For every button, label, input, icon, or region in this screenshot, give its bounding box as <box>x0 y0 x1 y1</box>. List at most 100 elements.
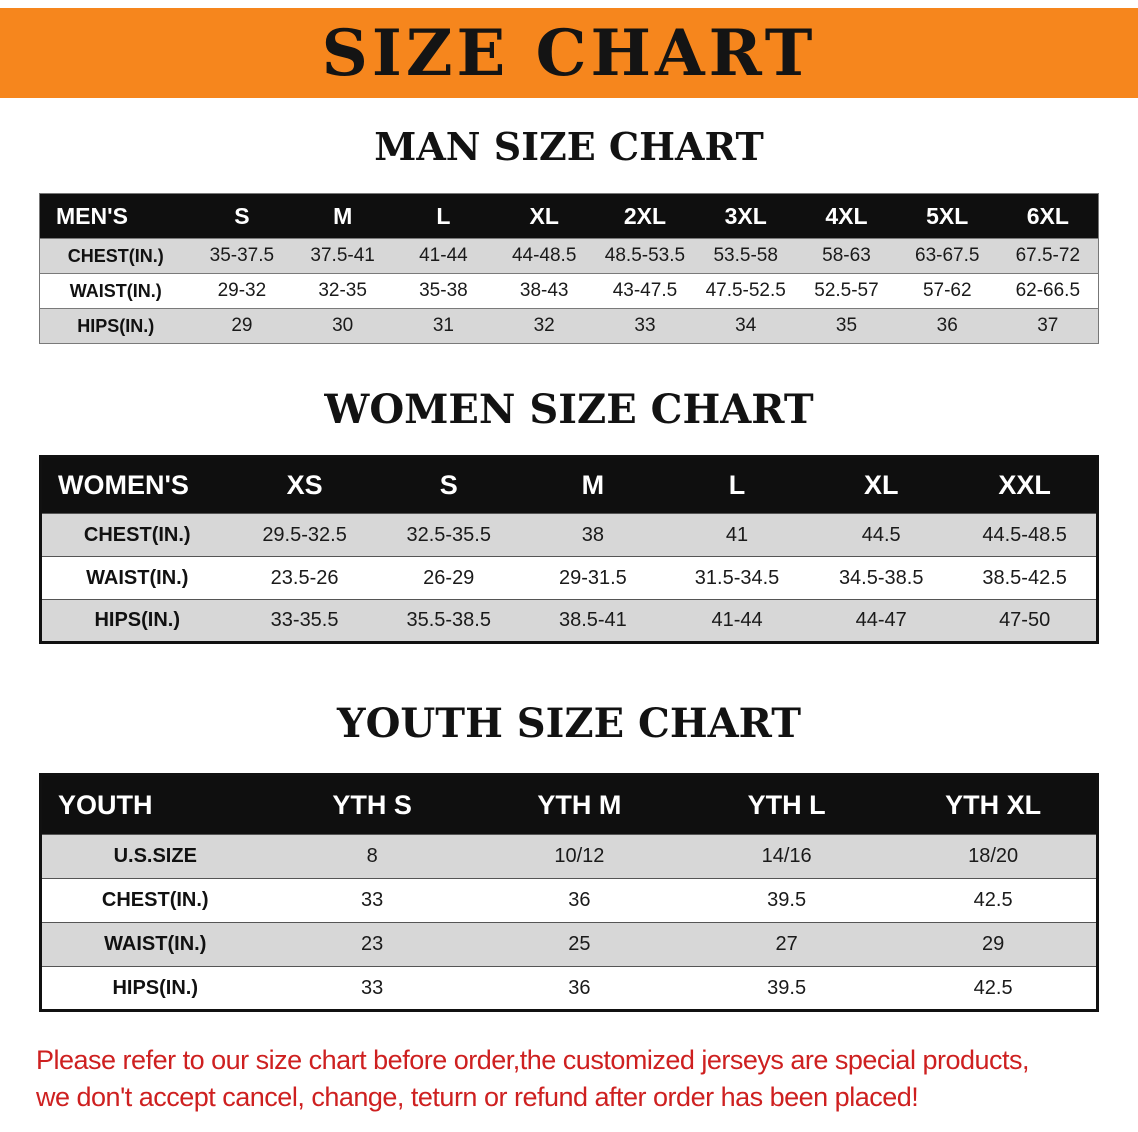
size-column-header: XL <box>493 193 595 239</box>
value-cell: 58-63 <box>822 245 871 266</box>
table-title-cell: YOUTH <box>40 774 269 835</box>
value-cell: 38-43 <box>519 280 569 301</box>
value-cell: 35-37.5 <box>209 245 275 266</box>
size-column-header: M <box>292 193 394 239</box>
value-cell: 36 <box>568 889 591 911</box>
value-cell: 41 <box>725 523 749 546</box>
table-row: CHEST(IN.) 33 36 39.5 42.5 <box>40 878 1098 923</box>
row-label-cell: CHEST(IN.) <box>83 523 191 546</box>
youth-size-table: YOUTH YTH S YTH M YTH L YTH XL U.S.SIZE 8 10/12… <box>39 773 1099 1012</box>
value-cell: 26-29 <box>423 566 475 589</box>
size-column-header: 6XL <box>997 193 1099 239</box>
size-column-header: 5XL <box>896 193 998 239</box>
value-cell: 33 <box>634 315 656 336</box>
size-column-header: YTH XL <box>890 774 1098 835</box>
disclaimer-line-2: we don't accept cancel, change, teturn o… <box>36 1082 919 1113</box>
women-size-table: WOMEN'S XS S M L XL XXL CHEST(IN.) 29.5-32.5 32.5… <box>39 455 1099 644</box>
value-cell: 48.5-53.5 <box>604 245 686 266</box>
value-cell: 23 <box>361 933 384 955</box>
value-cell: 39.5 <box>767 889 807 911</box>
table-row: CHEST(IN.) 35-37.5 37.5-41 41-44 44-48.5 48.5… <box>39 238 1099 274</box>
size-column-header: L <box>393 193 494 239</box>
value-cell: 37.5-41 <box>310 245 375 266</box>
row-label-cell: HIPS(IN.) <box>94 609 181 631</box>
value-cell: 39.5 <box>767 976 807 999</box>
row-label-cell: CHEST(IN.) <box>101 889 209 911</box>
size-column-header: XL <box>809 456 954 514</box>
disclaimer: Please refer to our size chart before or… <box>36 1042 1138 1117</box>
value-cell: 41-44 <box>711 609 763 631</box>
value-cell: 47.5-52.5 <box>705 280 786 301</box>
table-row: WAIST(IN.) 23.5-26 26-29 29-31.5 31.5-34.5 34… <box>40 556 1098 600</box>
row-label-cell: WAIST(IN.) <box>86 566 189 589</box>
value-cell: 44-48.5 <box>511 245 577 266</box>
value-cell: 44.5-48.5 <box>982 523 1067 546</box>
value-cell: 35.5-38.5 <box>406 609 491 631</box>
banner: SIZE CHART <box>0 8 1138 98</box>
value-cell: 38.5-41 <box>558 609 627 631</box>
size-column-header: XS <box>232 456 377 514</box>
row-label-cell: CHEST(IN.) <box>67 245 164 266</box>
value-cell: 30 <box>332 315 354 336</box>
value-cell: 63-67.5 <box>915 245 980 266</box>
value-cell: 29-32 <box>217 280 267 301</box>
value-cell: 37 <box>1037 315 1059 336</box>
table-row: U.S.SIZE 8 10/12 14/16 18/20 <box>40 834 1098 879</box>
table-title-cell: WOMEN'S <box>40 456 233 514</box>
size-column-header: 2XL <box>594 193 696 239</box>
size-column-header: YTH S <box>268 774 476 835</box>
disclaimer-line-1: Please refer to our size chart before or… <box>36 1045 1030 1075</box>
section-youth: YOUTH SIZE CHART YOUTH YTH S YTH M YTH L YTH… <box>0 700 1138 1012</box>
value-cell: 38.5-42.5 <box>982 566 1067 589</box>
value-cell: 27 <box>775 933 798 955</box>
value-cell: 47-50 <box>999 609 1051 631</box>
value-cell: 35-38 <box>419 280 468 301</box>
value-cell: 29-31.5 <box>558 566 627 589</box>
value-cell: 33 <box>361 976 384 999</box>
table-row: CHEST(IN.) 29.5-32.5 32.5-35.5 38 41 44.5 44.5… <box>40 513 1098 557</box>
section-men: MAN SIZE CHART MEN'S S M L XL 2XL 3XL 4XL 5XL 6XL… <box>0 124 1138 344</box>
size-column-header: 3XL <box>695 193 797 239</box>
table-row: WAIST(IN.) 29-32 32-35 35-38 38-43 43-47.5 47.… <box>39 273 1099 309</box>
table-title-cell: MEN'S <box>39 193 192 239</box>
table-row: HIPS(IN.) 29 30 31 32 33 34 35 36 37 <box>39 308 1099 344</box>
size-column-header: M <box>520 456 665 514</box>
value-cell: 36 <box>568 976 591 999</box>
table-row: HIPS(IN.) 33 36 39.5 42.5 <box>40 966 1098 1011</box>
value-cell: 32 <box>533 315 555 336</box>
value-cell: 29 <box>982 933 1005 955</box>
table-row: HIPS(IN.) 33-35.5 35.5-38.5 38.5-41 41-44 44-… <box>40 599 1098 643</box>
value-cell: 31.5-34.5 <box>694 566 780 589</box>
size-column-header: S <box>191 193 293 239</box>
table-header-row: YOUTH YTH S YTH M YTH L YTH XL <box>40 774 1098 835</box>
row-label-cell: HIPS(IN.) <box>112 976 199 999</box>
row-label-cell: U.S.SIZE <box>113 845 197 867</box>
women-section-heading: WOMEN SIZE CHART <box>324 386 814 433</box>
value-cell: 25 <box>568 933 591 955</box>
value-cell: 35 <box>835 315 858 336</box>
value-cell: 8 <box>366 845 378 867</box>
value-cell: 29 <box>231 315 253 336</box>
row-label-cell: WAIST(IN.) <box>104 933 207 955</box>
row-label-cell: WAIST(IN.) <box>69 280 162 301</box>
value-cell: 33 <box>361 889 384 911</box>
value-cell: 67.5-72 <box>1015 245 1081 266</box>
table-row: WAIST(IN.) 23 25 27 29 <box>40 922 1098 967</box>
section-women: WOMEN SIZE CHART WOMEN'S XS S M L XL XXL CHEST(… <box>0 386 1138 644</box>
men-size-table: MEN'S S M L XL 2XL 3XL 4XL 5XL 6XL CHEST(IN.) 35-37… <box>39 193 1099 344</box>
value-cell: 41-44 <box>419 245 468 266</box>
value-cell: 57-62 <box>922 280 972 301</box>
value-cell: 31 <box>432 315 454 336</box>
banner-title: SIZE CHART <box>321 15 817 91</box>
value-cell: 44-47 <box>855 609 907 631</box>
value-cell: 34.5-38.5 <box>838 566 924 589</box>
value-cell: 52.5-57 <box>814 280 879 301</box>
value-cell: 14/16 <box>761 845 812 867</box>
value-cell: 42.5 <box>973 976 1013 999</box>
value-cell: 18/20 <box>968 845 1019 867</box>
value-cell: 44.5 <box>861 523 901 546</box>
size-column-header: YTH L <box>683 774 891 835</box>
size-column-header: L <box>664 456 810 514</box>
table-header-row: MEN'S S M L XL 2XL 3XL 4XL 5XL 6XL <box>39 193 1099 239</box>
